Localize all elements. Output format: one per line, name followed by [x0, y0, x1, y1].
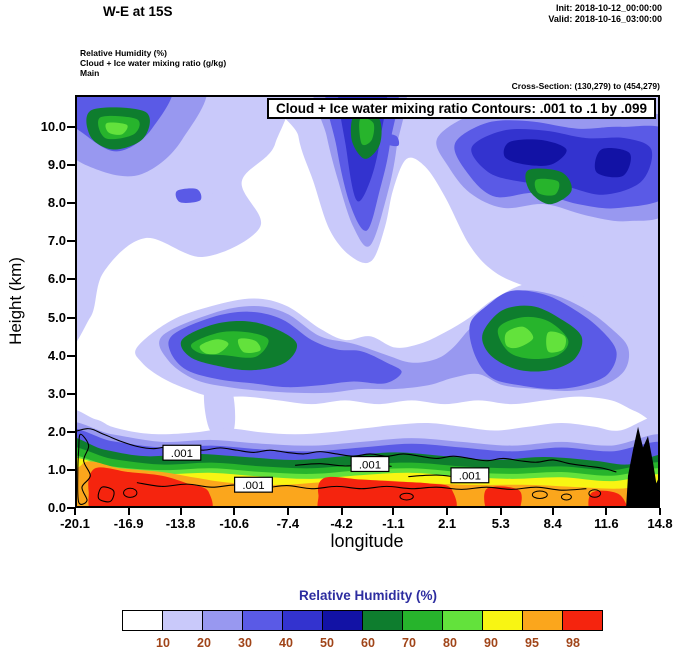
x-axis-tick [340, 508, 343, 515]
x-axis-tick-label: 5.3 [491, 516, 510, 531]
svg-text:.001: .001 [459, 471, 481, 483]
valid-time: Valid: 2018-10-16_03:00:00 [548, 14, 662, 24]
colorbar-tick-label: 90 [484, 636, 498, 650]
y-axis-tick-label: 0.0 [47, 500, 66, 515]
x-axis-tick [551, 508, 554, 515]
y-axis-tick [67, 392, 75, 395]
colorbar-tick-label: 50 [320, 636, 334, 650]
colorbar-tick-label: 20 [197, 636, 211, 650]
y-axis-tick [67, 468, 75, 471]
colorbar-swatch [242, 610, 283, 631]
colorbar-tick-label: 95 [525, 636, 539, 650]
colorbar-swatch [482, 610, 523, 631]
y-axis-tick [67, 164, 75, 167]
colorbar-swatch [162, 610, 203, 631]
x-axis-tick [179, 508, 182, 515]
x-axis-tick-label: 2.1 [438, 516, 457, 531]
colorbar-swatch [562, 610, 603, 631]
svg-text:.001: .001 [242, 480, 264, 492]
colorbar-swatch [202, 610, 243, 631]
x-axis-tick-label: -20.1 [60, 516, 90, 531]
colorbar-labels: 10 20 30 40 50 60 70 80 90 95 98 [122, 636, 614, 652]
cross-section-coords: Cross-Section: (130,279) to (454,279) [511, 81, 660, 91]
y-axis-tick-label: 4.0 [47, 347, 66, 363]
y-axis-tick-label: 2.0 [47, 423, 66, 439]
colorbar-swatch [402, 610, 443, 631]
field-relative-humidity: Relative Humidity (%) [80, 48, 167, 58]
contour-label: .001 [234, 476, 273, 493]
x-axis-title: longitude [330, 531, 404, 551]
x-axis-tick [499, 508, 502, 515]
x-axis-tick [286, 508, 289, 515]
y-axis-tick-label: 8.0 [47, 195, 66, 211]
field-cloud-ice-ratio: Cloud + Ice water mixing ratio (g/kg) [80, 58, 227, 68]
x-axis-tick-label: -7.4 [276, 516, 300, 531]
y-axis-tick [67, 126, 75, 128]
colorbar-tick-label: 80 [443, 636, 457, 650]
x-axis-tick [392, 508, 395, 515]
x-axis-tick [233, 508, 236, 515]
x-axis-tick-label: -4.2 [330, 516, 353, 531]
contour-label: .001 [350, 455, 390, 473]
colorbar-swatch [322, 610, 363, 631]
colorbar-swatch [362, 610, 403, 631]
x-axis-tick-label: -16.9 [113, 516, 144, 531]
y-axis-title: Height (km) [6, 257, 25, 345]
colorbar-swatch [122, 610, 163, 631]
field-domain: Main [80, 68, 100, 78]
contour-label: .001 [450, 467, 490, 484]
page-title: W-E at 15S [103, 4, 173, 19]
y-axis-tick-label: 5.0 [47, 309, 66, 325]
colorbar-tick-label: 30 [238, 636, 252, 650]
y-axis-tick [67, 507, 75, 509]
colorbar-swatch [442, 610, 483, 631]
y-axis-tick-label: 6.0 [47, 271, 66, 287]
y-axis-tick [67, 240, 75, 243]
x-axis-tick-label: 8.4 [543, 516, 562, 531]
x-axis-tick [127, 508, 130, 515]
x-axis-tick-label: -10.6 [219, 516, 250, 531]
run-info: Init: 2018-10-12_00:00:00 Valid: 2018-10… [548, 3, 662, 25]
y-axis-tick [67, 202, 75, 205]
filled-contour-canvas: .001 .001 .001 .001 [77, 97, 658, 506]
field-list: Relative Humidity (%) Cloud + Ice water … [80, 48, 226, 78]
cross-section-plot: .001 .001 .001 .001 Cloud + Ice water mixin… [75, 95, 660, 508]
y-axis-tick-label: 10.0 [40, 119, 66, 134]
colorbar-tick-label: 98 [566, 636, 580, 650]
x-axis-tick-label: -13.8 [165, 516, 196, 531]
y-axis-tick [67, 278, 75, 281]
colorbar-swatch [282, 610, 323, 631]
y-axis-tick-label: 7.0 [47, 233, 66, 249]
x-axis-tick-label: -1.1 [382, 516, 405, 531]
x-axis-tick [74, 508, 76, 515]
colorbar-tick-label: 10 [156, 636, 170, 650]
y-axis-tick-label: 1.0 [47, 461, 66, 477]
svg-text:.001: .001 [359, 459, 381, 471]
x-axis-tick-label: 11.6 [594, 516, 619, 531]
colorbar-tick-label: 40 [279, 636, 293, 650]
colorbar [122, 610, 603, 631]
y-axis-tick-label: 3.0 [47, 385, 66, 401]
x-axis-tick [659, 508, 661, 515]
colorbar-tick-label: 60 [361, 636, 375, 650]
y-axis-tick [67, 316, 75, 319]
y-axis-tick [67, 430, 75, 433]
y-axis-tick [67, 354, 75, 357]
y-axis-tick-label: 9.0 [47, 157, 66, 173]
colorbar-title: Relative Humidity (%) [298, 588, 438, 603]
x-axis-tick-label: 14.8 [647, 516, 673, 531]
colorbar-tick-label: 70 [402, 636, 416, 650]
contour-label: .001 [162, 444, 202, 461]
contour-info-box: Cloud + Ice water mixing ratio Contours:… [267, 98, 656, 119]
init-time: Init: 2018-10-12_00:00:00 [555, 3, 662, 13]
colorbar-swatch [522, 610, 563, 631]
x-axis-tick [446, 508, 449, 515]
x-axis-tick [605, 508, 608, 515]
svg-text:.001: .001 [171, 448, 193, 460]
